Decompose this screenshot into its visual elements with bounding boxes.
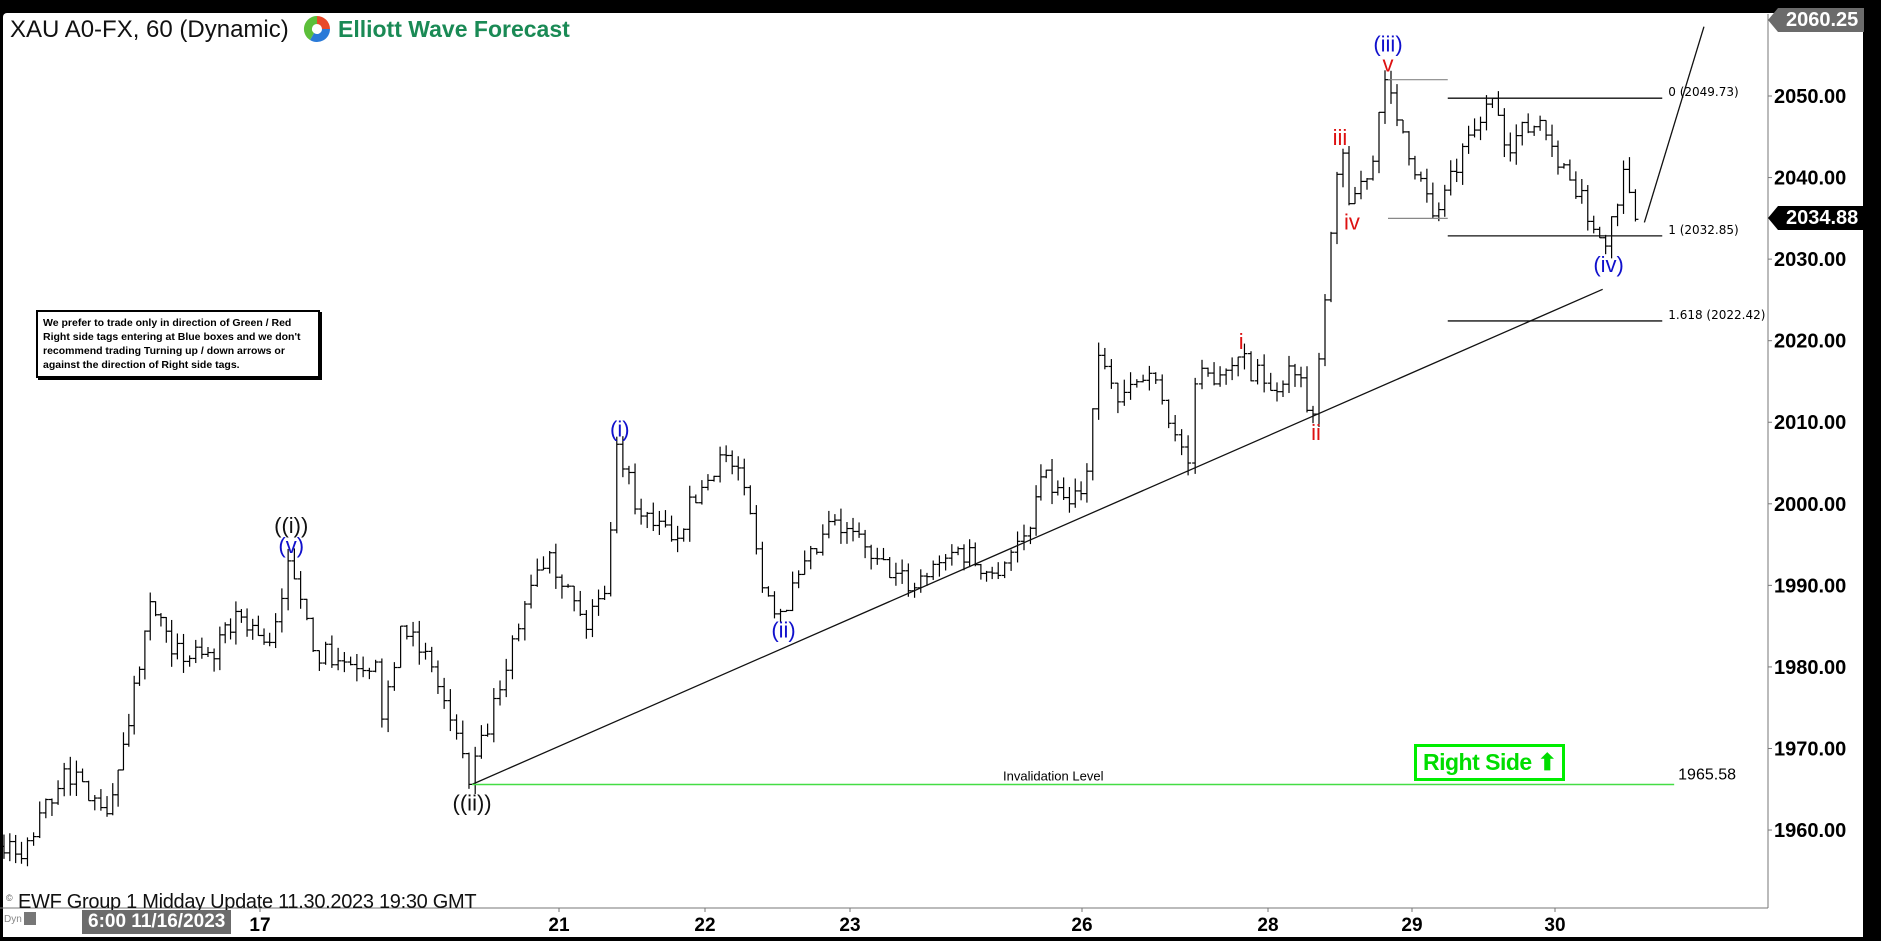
y-tick-label: 1980.00 bbox=[1774, 657, 1846, 679]
dyn-label: Dyn bbox=[4, 914, 22, 925]
wave-label: ii bbox=[1311, 420, 1321, 445]
copyright: © bbox=[6, 893, 13, 903]
fib-level-label: 1 (2032.85) bbox=[1668, 223, 1738, 237]
wave-label: ((ii)) bbox=[453, 790, 492, 815]
x-tick-label: 17 bbox=[249, 915, 270, 936]
invalidation-label: Invalidation Level bbox=[1003, 769, 1104, 784]
high-price-tag: 2060.25 bbox=[1768, 8, 1864, 32]
x-tick-label: 21 bbox=[548, 915, 570, 936]
projection-line bbox=[1643, 26, 1705, 223]
wave-label: v bbox=[1383, 52, 1394, 77]
wave-label: (ii) bbox=[771, 617, 795, 642]
fib-level-label: 0 (2049.73) bbox=[1668, 85, 1738, 99]
lock-icon[interactable] bbox=[24, 912, 36, 925]
update-caption: EWF Group 1 Midday Update 11.30.2023 19:… bbox=[18, 891, 477, 913]
wave-label: (iii) bbox=[1373, 32, 1402, 57]
disclaimer-box: We prefer to trade only in direction of … bbox=[36, 310, 320, 378]
right-side-tag: Right Side ⬆ bbox=[1414, 744, 1566, 781]
y-tick-label: 2050.00 bbox=[1774, 86, 1846, 108]
wave-label: i bbox=[1239, 329, 1244, 354]
x-tick-label: 30 bbox=[1544, 915, 1565, 936]
fib-level-label: 1.618 (2022.42) bbox=[1668, 308, 1765, 322]
chart-title: XAU A0-FX, 60 (Dynamic) bbox=[10, 16, 289, 43]
cursor-time-label: 6:00 11/16/2023 bbox=[82, 910, 232, 934]
x-tick-label: 28 bbox=[1257, 915, 1278, 936]
y-tick-label: 2000.00 bbox=[1774, 494, 1846, 516]
logo: Elliott Wave Forecast bbox=[302, 14, 570, 44]
chart-frame bbox=[3, 13, 1863, 937]
x-tick-label: 22 bbox=[694, 915, 715, 936]
wave-label: iii bbox=[1333, 125, 1348, 150]
ohlc-bars bbox=[0, 70, 1639, 867]
y-tick-label: 2030.00 bbox=[1774, 249, 1846, 271]
right-side-label: Right Side bbox=[1423, 749, 1532, 775]
logo-text: Elliott Wave Forecast bbox=[338, 15, 570, 42]
wave-label: (i) bbox=[610, 416, 630, 441]
y-tick-label: 1970.00 bbox=[1774, 738, 1846, 760]
y-tick-label: 2020.00 bbox=[1774, 331, 1846, 353]
y-tick-label: 1990.00 bbox=[1774, 575, 1846, 597]
current-price-tag: 2034.88 bbox=[1768, 206, 1864, 230]
wave-label: (iv) bbox=[1593, 252, 1624, 277]
arrow-up-icon: ⬆ bbox=[1537, 749, 1557, 775]
x-tick-label: 23 bbox=[839, 915, 860, 936]
trendline bbox=[471, 288, 1603, 785]
wave-label: (v) bbox=[278, 533, 304, 558]
x-tick-label: 26 bbox=[1071, 915, 1092, 936]
y-tick-label: 2040.00 bbox=[1774, 168, 1846, 190]
invalidation-price-label: 1965.58 bbox=[1678, 767, 1736, 784]
logo-icon bbox=[303, 15, 331, 43]
y-tick-label: 1960.00 bbox=[1774, 820, 1846, 842]
wave-label: ((i)) bbox=[274, 513, 308, 538]
y-tick-label: 2010.00 bbox=[1774, 412, 1846, 434]
wave-label: iv bbox=[1344, 210, 1360, 235]
x-tick-label: 29 bbox=[1401, 915, 1422, 936]
